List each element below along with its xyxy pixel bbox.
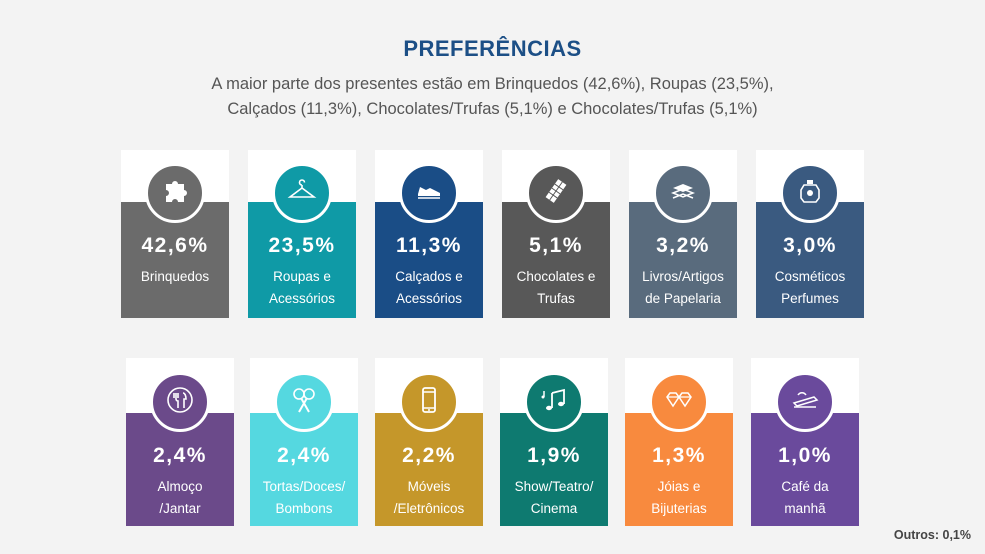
card-icon-circle (272, 163, 332, 223)
card-percentage: 3,0% (783, 234, 837, 257)
page-title: PREFERÊNCIAS (403, 36, 582, 61)
card-livros: 3,2% Livros/Artigos de Papelaria (629, 150, 737, 318)
candy-icon (289, 385, 319, 420)
card-almoco: 2,4% Almoço/Jantar (126, 358, 234, 526)
card-brinquedos: 42,6% Brinquedos (121, 150, 229, 318)
card-percentage: 11,3% (396, 234, 462, 257)
card-icon-circle (775, 372, 835, 432)
card-icon-circle (274, 372, 334, 432)
card-chocolates: 5,1% Chocolates e Trufas (502, 150, 610, 318)
subtitle-line-1: A maior parte dos presentes estão em Bri… (211, 75, 774, 93)
card-roupas: 23,5% Roupas e Acessórios (248, 150, 356, 318)
card-icon-circle (649, 372, 709, 432)
card-percentage: 1,9% (527, 444, 581, 467)
card-label: Show/Teatro/Cinema (514, 479, 594, 516)
hanger-icon (287, 176, 317, 211)
card-percentage: 1,0% (778, 444, 832, 467)
breakfast-icon (790, 385, 820, 420)
page-subtitle: A maior parte dos presentes estão em Bri… (100, 72, 885, 122)
card-icon-circle (399, 163, 459, 223)
sneaker-icon (414, 176, 444, 211)
card-icon-circle (399, 372, 459, 432)
card-icon-circle (150, 372, 210, 432)
music-icon (539, 385, 569, 420)
card-label: Roupas e Acessórios (268, 269, 336, 306)
card-percentage: 23,5% (268, 234, 336, 257)
card-icon-circle (524, 372, 584, 432)
perfume-icon (795, 176, 825, 211)
card-tortas: 2,4% Tortas/Doces/Bombons (250, 358, 358, 526)
card-icon-circle (526, 163, 586, 223)
card-label: Brinquedos (140, 269, 210, 284)
phone-icon (414, 385, 444, 420)
card-joias: 1,3% Jóias e Bijuterias (625, 358, 733, 526)
card-percentage: 1,3% (652, 444, 706, 467)
outros-note: Outros: 0,1% (893, 528, 971, 542)
card-label: Café da manhã (781, 479, 829, 516)
card-percentage: 2,2% (402, 444, 456, 467)
card-show: 1,9% Show/Teatro/Cinema (500, 358, 608, 526)
card-cosmeticos: 3,0% Cosméticos Perfumes (756, 150, 864, 318)
subtitle-line-2: Calçados (11,3%), Chocolates/Trufas (5,1… (227, 100, 758, 118)
card-label: Móveis/Eletrônicos (393, 479, 465, 516)
card-icon-circle (145, 163, 205, 223)
card-percentage: 5,1% (529, 234, 583, 257)
puzzle-icon (160, 176, 190, 211)
card-percentage: 2,4% (277, 444, 331, 467)
card-label: Chocolates e Trufas (516, 269, 596, 306)
card-moveis: 2,2% Móveis/Eletrônicos (375, 358, 483, 526)
books-icon (668, 176, 698, 211)
cutlery-icon (165, 385, 195, 420)
card-label: Tortas/Doces/Bombons (262, 479, 346, 516)
card-percentage: 3,2% (656, 234, 710, 257)
card-calcados: 11,3% Calçados e Acessórios (375, 150, 483, 318)
card-label: Calçados e Acessórios (395, 269, 463, 306)
card-icon-circle (653, 163, 713, 223)
card-label: Cosméticos Perfumes (774, 269, 846, 306)
card-label: Jóias e Bijuterias (651, 479, 707, 516)
card-percentage: 2,4% (153, 444, 207, 467)
card-label: Almoço/Jantar (157, 479, 203, 516)
card-icon-circle (780, 163, 840, 223)
card-label: Livros/Artigos de Papelaria (642, 269, 724, 306)
card-cafe: 1,0% Café da manhã (751, 358, 859, 526)
diamond-icon (664, 385, 694, 420)
card-percentage: 42,6% (141, 234, 209, 257)
chocolate-icon (541, 176, 571, 211)
